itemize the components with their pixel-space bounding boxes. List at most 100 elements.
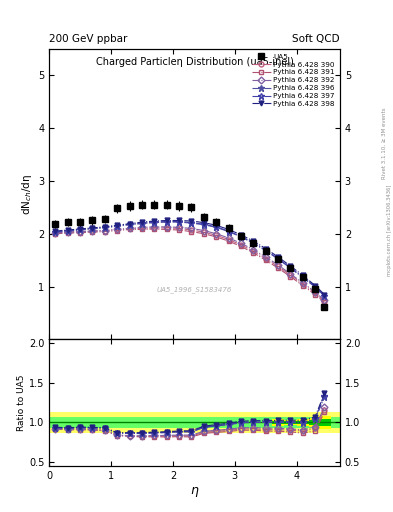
Pythia 6.428 396: [226, 228, 231, 234]
Pythia 6.428 391: [103, 228, 107, 234]
Pythia 6.428 392: [103, 227, 107, 233]
Pythia 6.428 390: [301, 281, 305, 287]
Line: Pythia 6.428 396: Pythia 6.428 396: [52, 219, 328, 300]
Pythia 6.428 390: [226, 237, 231, 243]
Pythia 6.428 396: [276, 256, 281, 262]
Pythia 6.428 391: [177, 227, 182, 233]
Pythia 6.428 396: [214, 224, 219, 230]
Pythia 6.428 396: [127, 222, 132, 228]
Pythia 6.428 398: [226, 226, 231, 232]
Pythia 6.428 396: [115, 223, 119, 229]
Pythia 6.428 397: [78, 226, 83, 232]
Pythia 6.428 391: [276, 265, 281, 271]
Pythia 6.428 397: [239, 233, 243, 240]
Pythia 6.428 398: [177, 218, 182, 224]
Pythia 6.428 398: [251, 238, 256, 244]
Pythia 6.428 392: [127, 225, 132, 231]
Pythia 6.428 391: [322, 300, 327, 306]
Pythia 6.428 396: [288, 265, 293, 271]
Pythia 6.428 396: [103, 225, 107, 231]
Pythia 6.428 398: [115, 222, 119, 228]
Pythia 6.428 391: [202, 230, 206, 237]
Pythia 6.428 398: [214, 222, 219, 228]
Pythia 6.428 392: [322, 297, 327, 304]
Pythia 6.428 392: [288, 271, 293, 277]
Pythia 6.428 397: [115, 223, 119, 229]
Pythia 6.428 398: [78, 226, 83, 232]
Pythia 6.428 390: [152, 225, 157, 231]
Pythia 6.428 396: [177, 219, 182, 225]
Pythia 6.428 396: [78, 227, 83, 233]
Pythia 6.428 391: [214, 234, 219, 240]
Pythia 6.428 391: [78, 229, 83, 236]
Pythia 6.428 397: [189, 220, 194, 226]
Pythia 6.428 396: [322, 293, 327, 299]
Pythia 6.428 396: [65, 228, 70, 234]
Pythia 6.428 398: [313, 283, 318, 289]
Pythia 6.428 397: [214, 224, 219, 230]
Pythia 6.428 396: [90, 226, 95, 232]
Pythia 6.428 390: [90, 228, 95, 234]
Pythia 6.428 396: [313, 284, 318, 290]
Pythia 6.428 396: [164, 219, 169, 225]
Pythia 6.428 391: [251, 250, 256, 256]
Pythia 6.428 390: [65, 229, 70, 235]
Pythia 6.428 392: [214, 230, 219, 237]
Pythia 6.428 392: [251, 246, 256, 252]
Pythia 6.428 390: [214, 232, 219, 239]
Pythia 6.428 392: [313, 289, 318, 295]
Line: Pythia 6.428 397: Pythia 6.428 397: [52, 218, 328, 299]
Pythia 6.428 392: [226, 235, 231, 241]
Pythia 6.428 398: [65, 227, 70, 233]
Pythia 6.428 390: [322, 298, 327, 305]
Line: Pythia 6.428 390: Pythia 6.428 390: [53, 225, 327, 304]
Legend: UA5, Pythia 6.428 390, Pythia 6.428 391, Pythia 6.428 392, Pythia 6.428 396, Pyt: UA5, Pythia 6.428 390, Pythia 6.428 391,…: [251, 52, 336, 109]
Pythia 6.428 391: [53, 230, 58, 237]
Pythia 6.428 390: [202, 229, 206, 235]
Pythia 6.428 397: [322, 292, 327, 298]
Pythia 6.428 397: [127, 221, 132, 227]
Pythia 6.428 398: [53, 228, 58, 234]
Pythia 6.428 391: [263, 257, 268, 263]
Pythia 6.428 397: [202, 221, 206, 227]
Pythia 6.428 397: [90, 225, 95, 231]
Pythia 6.428 392: [202, 227, 206, 233]
Pythia 6.428 398: [263, 245, 268, 251]
Pythia 6.428 397: [65, 227, 70, 233]
Line: Pythia 6.428 392: Pythia 6.428 392: [53, 224, 327, 303]
Pythia 6.428 390: [164, 225, 169, 231]
Pythia 6.428 392: [263, 254, 268, 260]
Pythia 6.428 390: [177, 225, 182, 231]
Y-axis label: dN$_{ch}$/dη: dN$_{ch}$/dη: [20, 174, 34, 215]
Pythia 6.428 391: [189, 228, 194, 234]
Pythia 6.428 392: [276, 262, 281, 268]
Pythia 6.428 397: [301, 274, 305, 280]
Pythia 6.428 392: [65, 229, 70, 235]
Pythia 6.428 397: [152, 219, 157, 225]
Pythia 6.428 390: [288, 272, 293, 278]
Pythia 6.428 396: [263, 248, 268, 254]
Text: Soft QCD: Soft QCD: [292, 33, 340, 44]
Text: 200 GeV ppbar: 200 GeV ppbar: [49, 33, 127, 44]
Pythia 6.428 390: [103, 227, 107, 233]
Pythia 6.428 398: [322, 291, 327, 297]
Pythia 6.428 391: [239, 243, 243, 249]
Pythia 6.428 398: [202, 220, 206, 226]
Pythia 6.428 391: [313, 291, 318, 297]
Pythia 6.428 396: [239, 234, 243, 240]
Pythia 6.428 390: [115, 226, 119, 232]
Pythia 6.428 397: [288, 265, 293, 271]
Pythia 6.428 397: [164, 219, 169, 225]
Pythia 6.428 396: [202, 222, 206, 228]
Line: Pythia 6.428 398: Pythia 6.428 398: [53, 218, 327, 297]
Pythia 6.428 391: [288, 273, 293, 280]
Pythia 6.428 391: [140, 226, 144, 232]
Pythia 6.428 392: [140, 224, 144, 230]
Pythia 6.428 397: [313, 284, 318, 290]
Pythia 6.428 392: [239, 240, 243, 246]
Pythia 6.428 390: [189, 227, 194, 233]
Pythia 6.428 398: [140, 219, 144, 225]
Pythia 6.428 392: [189, 225, 194, 231]
Pythia 6.428 398: [276, 254, 281, 260]
Pythia 6.428 392: [177, 224, 182, 230]
